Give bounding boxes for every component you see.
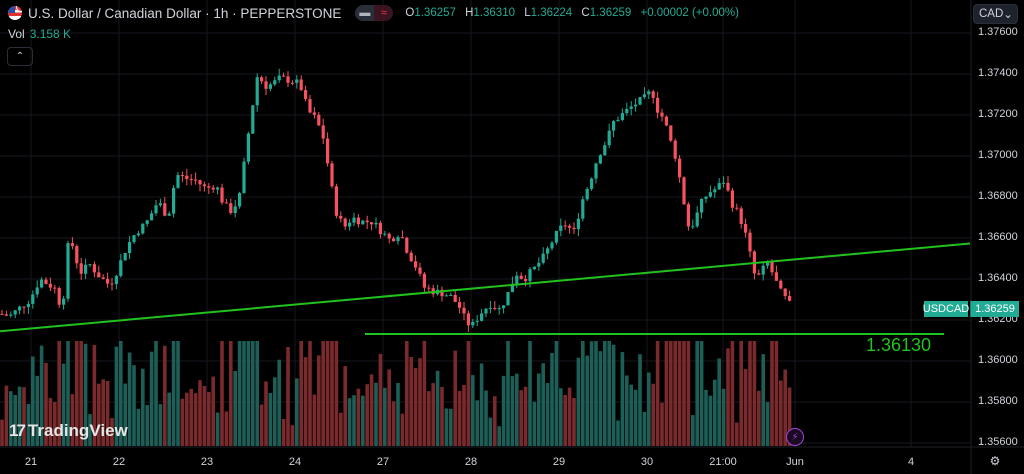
currency-label: CAD	[979, 8, 1004, 20]
currency-dropdown[interactable]: CAD ⌄	[973, 4, 1018, 24]
volume-label: Vol	[8, 27, 25, 41]
open-label: O	[405, 7, 415, 19]
price-axis-label: 1.37400	[978, 67, 1018, 79]
low-value: 1.36224	[530, 7, 573, 19]
lightning-icon[interactable]: ⚡	[786, 428, 804, 446]
us-ca-flag-icon	[8, 6, 22, 20]
price-axis-label: 1.37600	[978, 26, 1018, 38]
volume-histogram	[0, 341, 792, 446]
chevron-up-icon: ⌃	[15, 51, 25, 62]
time-axis-label: 21	[24, 456, 38, 468]
rising-support-line	[0, 242, 971, 333]
last-price-tag: 1.36259	[970, 301, 1019, 317]
high-label: H	[465, 7, 474, 19]
price-axis-label: 1.37200	[978, 108, 1018, 120]
time-axis-label: 29	[552, 456, 566, 468]
volume-legend: Vol 3.158 K	[8, 27, 71, 41]
high-value: 1.36310	[473, 7, 515, 19]
time-axis-label: 4	[907, 456, 915, 468]
open-value: 1.36257	[414, 7, 456, 19]
time-axis-label: 24	[288, 456, 302, 468]
time-axis-label: Jun	[786, 456, 804, 468]
chevron-down-icon: ⌄	[1003, 9, 1013, 21]
tradingview-logo[interactable]: 17 TradingView	[9, 421, 128, 441]
tradingview-icon: 17	[9, 421, 26, 440]
trendlines[interactable]	[0, 242, 971, 335]
low-label: L	[524, 7, 531, 19]
price-axis-label: 1.36600	[978, 231, 1018, 243]
candlestick-series	[0, 68, 792, 332]
time-axis-label: 23	[200, 456, 214, 468]
price-axis-label: 1.36000	[978, 354, 1018, 366]
tradingview-text: TradingView	[27, 421, 128, 440]
symbol-legend: U.S. Dollar / Canadian Dollar · 1h · PEP…	[8, 5, 745, 21]
collapse-legend-button[interactable]: ⌃	[7, 47, 33, 66]
price-axis-label: 1.37000	[978, 149, 1018, 161]
support-level-label: 1.36130	[866, 335, 932, 355]
time-axis-label: 27	[376, 456, 390, 468]
time-axis-label: 30	[640, 456, 654, 468]
time-axis-label: 28	[464, 456, 478, 468]
symbol-title[interactable]: U.S. Dollar / Canadian Dollar · 1h · PEP…	[28, 5, 342, 21]
price-axis-label: 1.35800	[978, 395, 1018, 407]
time-axis-label: 22	[112, 456, 126, 468]
change-value: +0.00002 (+0.00%)	[640, 7, 739, 19]
settings-icon[interactable]: ⚙	[989, 454, 1001, 468]
price-axis-label: 1.36400	[978, 272, 1018, 284]
symbol-price-tag: USDCAD	[922, 301, 970, 317]
ohlc-values: O1.36257 H1.36310 L1.36224 C1.36259 +0.0…	[405, 7, 745, 19]
price-axis-label: 1.35600	[978, 436, 1018, 448]
price-axis-label: 1.36800	[978, 190, 1018, 202]
close-label: C	[581, 7, 590, 19]
status-pill[interactable]: ▬ ≈	[355, 5, 394, 21]
volume-value: 3.158 K	[29, 27, 72, 41]
time-axis-label: 21:00	[709, 456, 737, 468]
close-value: 1.36259	[589, 7, 632, 19]
approx-icon[interactable]: ≈	[374, 5, 394, 21]
minus-icon[interactable]: ▬	[355, 5, 375, 21]
